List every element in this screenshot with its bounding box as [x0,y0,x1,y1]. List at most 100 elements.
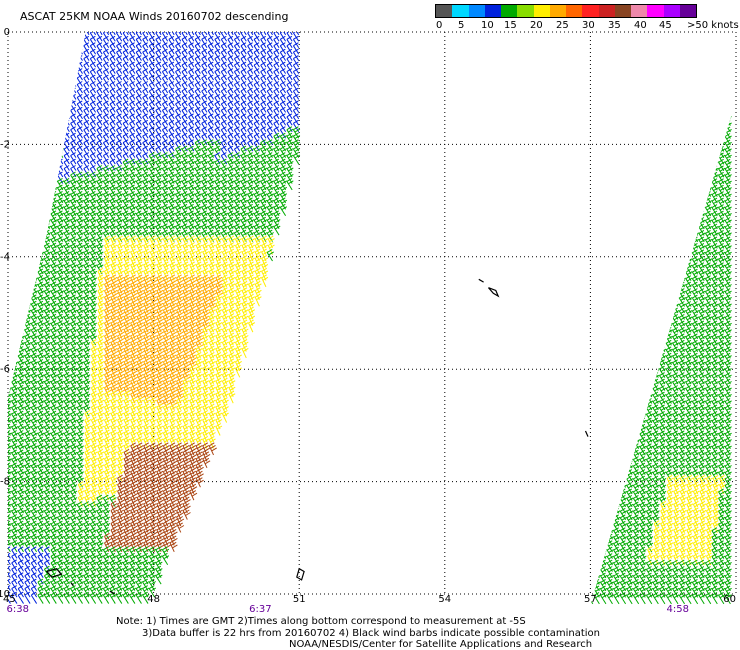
barb-staff [129,116,136,126]
barb-feather [142,81,148,85]
barb-feather [129,87,135,92]
wind-barb [188,113,195,126]
wind-barb [266,42,273,55]
wind-barb [116,139,123,152]
barb-feather [162,42,168,47]
barb-staff [286,58,293,68]
wind-barb [227,55,234,68]
barb-staff [240,32,247,42]
wind-barb [135,68,142,81]
barb-staff [109,90,116,100]
wind-barb [279,42,287,55]
wind-barb [279,93,287,107]
barb-staff [122,32,129,42]
barb-staff [286,39,293,49]
wind-barb [260,35,267,49]
wind-barb [182,242,190,255]
barb-feather [234,106,240,111]
barb-feather [96,68,103,73]
barb-staff [161,58,169,68]
barb-staff [233,84,241,94]
barb-staff [266,45,273,55]
barb-staff [260,116,267,126]
barb-staff [214,71,221,81]
barb-feather [221,55,227,60]
wind-barb [253,32,260,36]
barb-feather [122,113,129,118]
barb-feather [253,106,260,111]
barb-feather [287,23,292,26]
barb-feather [116,61,122,66]
wind-barb [175,106,182,120]
barb-feather [142,68,148,73]
barb-feather [201,113,207,118]
wind-barb [188,48,195,61]
wind-barb [117,242,125,255]
barb-staff [135,58,142,68]
barb-feather [83,55,90,60]
wind-barb [233,106,241,120]
wind-barb [142,32,149,36]
barb-staff [188,110,195,120]
barb-feather [214,93,221,98]
wind-barb [273,93,280,107]
wind-barb [175,93,182,107]
wind-barb [156,248,164,262]
barb-feather [90,93,96,98]
barb-staff [233,64,241,74]
barb-staff [70,110,77,120]
wind-barb [129,32,136,36]
wind-barb [194,55,201,68]
barb-staff [207,32,214,36]
wind-barb [135,35,142,49]
barb-staff [240,90,247,100]
wind-barb [102,42,110,55]
barb-feather [228,23,233,26]
wind-barb [89,139,97,152]
wind-barb [83,126,90,139]
barb-staff [181,77,188,87]
wind-barb [195,235,203,249]
barb-feather [70,74,76,79]
barb-staff [76,45,83,55]
wind-barb [247,68,254,81]
barb-feather [207,35,214,40]
wind-barb [207,87,214,100]
wind-barb [70,113,77,126]
barb-feather [214,35,221,40]
barb-staff [181,32,188,42]
wind-barb [175,81,182,94]
wind-barb [220,87,228,100]
wind-barb [194,32,201,42]
barb-feather [266,68,273,73]
barb-feather [240,93,247,98]
barb-feather [253,81,260,85]
barb-feather [31,274,37,279]
barb-feather [90,87,96,92]
wind-barb [63,132,70,145]
barb-feather [208,23,213,26]
wind-barb [168,81,175,94]
barb-staff [201,110,208,120]
wind-barb [181,42,188,55]
barb-feather [31,268,37,273]
wind-barb [233,32,241,42]
barb-feather [135,81,142,85]
barb-feather [142,87,148,92]
barb-feather [293,68,299,73]
barb-feather [96,100,103,105]
barb-feather [286,42,293,47]
wind-barb [102,32,110,36]
barb-feather [175,42,181,47]
wind-barb [201,55,208,68]
barb-feather [253,93,260,98]
wind-barb [168,42,175,55]
wind-barb [247,35,254,49]
barb-feather [136,23,141,26]
barb-feather [274,23,279,26]
barb-feather [129,106,135,111]
barb-staff [273,64,280,74]
barb-feather [214,81,221,85]
barb-feather [253,55,260,60]
wind-barb [76,126,83,139]
